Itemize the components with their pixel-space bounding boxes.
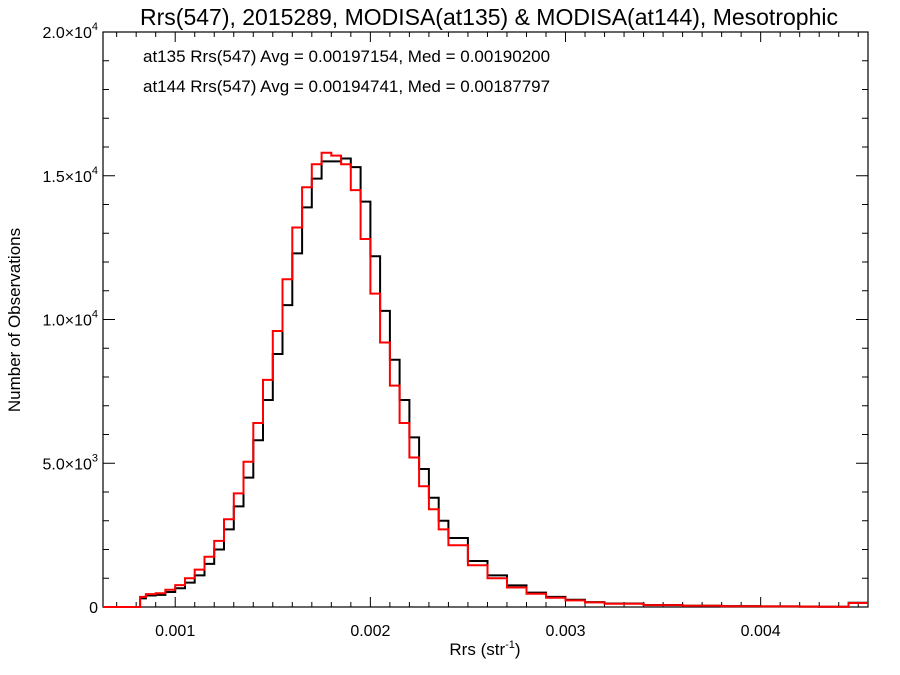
plot-frame (102, 31, 869, 608)
y-tick-label: 1.0×104 (42, 309, 98, 330)
y-tick-mantissa: 1.5×10 (42, 169, 91, 186)
axis-ticks: 0.001 0.002 0.003 0.00405.0×1031.0×1041.5×1… (42, 21, 868, 640)
y-tick-label: 5.0×103 (42, 452, 98, 473)
y-tick-exponent: 4 (92, 21, 98, 33)
y-tick-mantissa: 0 (89, 600, 98, 617)
chart-title: Rrs(547), 2015289, MODISA(at135) & MODIS… (140, 4, 838, 30)
series-at144-line (103, 151, 868, 608)
y-tick-mantissa: 2.0×10 (42, 25, 91, 42)
y-tick-exponent: 3 (92, 452, 98, 464)
x-tick-label: 0.001 (155, 623, 195, 640)
y-tick-exponent: 4 (92, 165, 98, 177)
x-tick-label: 0.002 (350, 623, 390, 640)
annotation-at144: at144 Rrs(547) Avg = 0.00194741, Med = 0… (143, 77, 550, 96)
y-tick-exponent: 4 (92, 309, 98, 321)
series-layer (103, 151, 868, 608)
x-axis-label: Rrs (str-1) (449, 639, 520, 659)
y-tick-label: 1.5×104 (42, 165, 98, 186)
y-axis-label: Number of Observations (5, 228, 24, 412)
x-tick-label: 0.004 (741, 623, 781, 640)
y-tick-label: 0 (89, 600, 98, 617)
annotation-at135: at135 Rrs(547) Avg = 0.00197154, Med = 0… (143, 47, 550, 66)
y-tick-mantissa: 5.0×10 (42, 456, 91, 473)
y-tick-label: 2.0×104 (42, 21, 98, 42)
x-tick-label: 0.003 (545, 623, 585, 640)
y-tick-mantissa: 1.0×10 (42, 313, 91, 330)
series-at135-line (103, 157, 868, 608)
